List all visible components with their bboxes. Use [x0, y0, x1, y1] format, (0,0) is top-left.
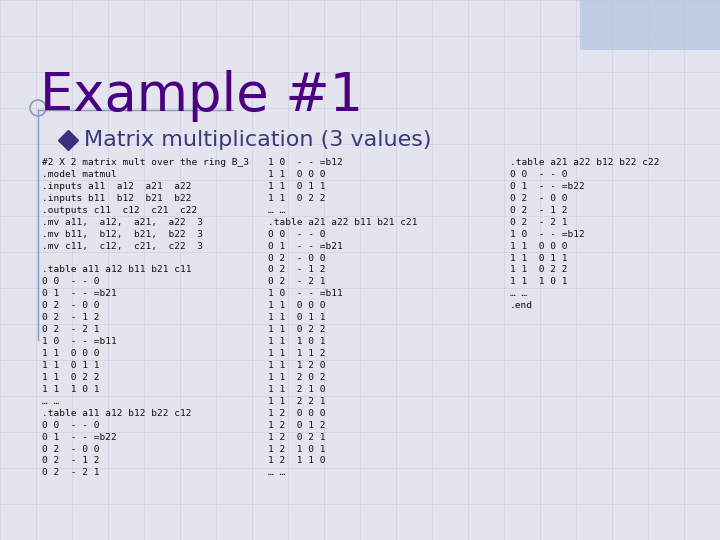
- Text: .table a21 a22 b12 b22 c22
0 0  - - 0
0 1  - - =b22
0 2  - 0 0
0 2  - 1 2
0 2  -: .table a21 a22 b12 b22 c22 0 0 - - 0 0 1…: [510, 158, 660, 310]
- Text: Example #1: Example #1: [40, 70, 363, 122]
- Text: Matrix multiplication (3 values): Matrix multiplication (3 values): [84, 130, 431, 150]
- Bar: [580, 0, 720, 50]
- Text: 1 0  - - =b12
1 1  0 0 0
1 1  0 1 1
1 1  0 2 2
… …
.table a21 a22 b11 b21 c21
0 : 1 0 - - =b12 1 1 0 0 0 1 1 0 1 1 1 1 0 2…: [268, 158, 418, 477]
- Text: #2 X 2 matrix mult over the ring B_3
.model matmul
.inputs a11  a12  a21  a22
.i: #2 X 2 matrix mult over the ring B_3 .mo…: [42, 158, 249, 477]
